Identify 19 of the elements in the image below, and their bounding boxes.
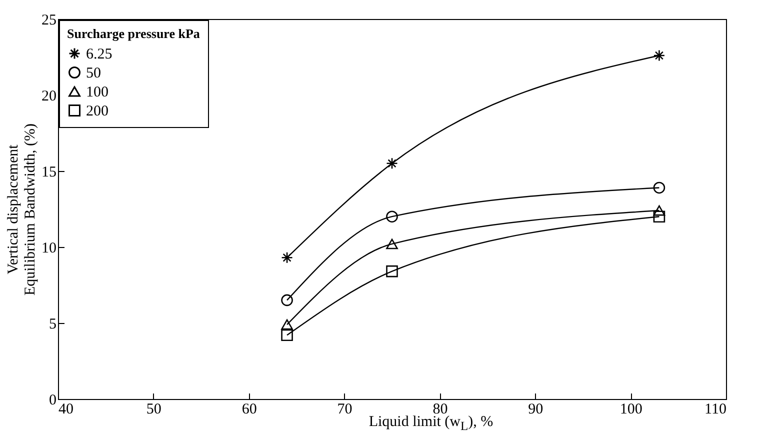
legend-label: 100 (86, 84, 108, 100)
x-tick-label: 60 (242, 402, 257, 418)
x-tick-label: 70 (337, 402, 352, 418)
y-tick-label: 15 (42, 164, 56, 180)
legend-label: 200 (86, 104, 108, 120)
x-tick-label: 50 (146, 402, 162, 418)
y-axis-title: Vertical displacement Equilibrium Bandwidth, (%) (6, 123, 38, 296)
x-tick-label: 90 (528, 402, 544, 418)
legend-label: 6.25 (86, 46, 112, 62)
y-tick-label: 25 (42, 12, 56, 28)
legend-title: Surcharge pressure kPa (67, 26, 200, 41)
y-tick-label: 20 (42, 88, 56, 104)
legend-label: 50 (86, 66, 101, 82)
y-tick-label: 0 (49, 392, 56, 408)
x-tick-label: 100 (620, 402, 642, 418)
x-tick-label: 40 (58, 402, 74, 418)
y-tick-label: 10 (42, 240, 56, 256)
y-tick-label: 5 (49, 316, 56, 332)
x-tick-label: 110 (704, 402, 726, 418)
